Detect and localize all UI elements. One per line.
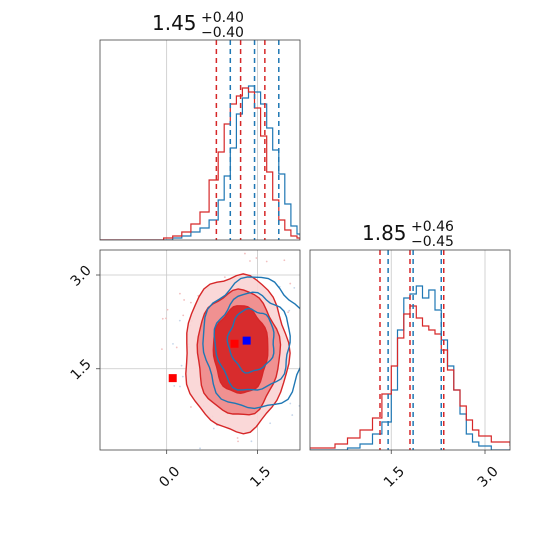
- scatter-point: [199, 447, 201, 450]
- scatter-point: [255, 257, 258, 259]
- red-histogram-line: [310, 305, 510, 449]
- panel-joint-contour: 0.0 1.5 1.5 3.0: [68, 242, 323, 491]
- blue-contours: [202, 276, 300, 410]
- scatter-point: [236, 437, 239, 439]
- scatter-point: [250, 440, 253, 443]
- truth-markers: [168, 336, 251, 383]
- panel-title-value: 1.45: [152, 11, 197, 35]
- scatter-point: [161, 317, 164, 320]
- scatter-point: [305, 345, 307, 347]
- quantile-lines: [215, 40, 280, 240]
- scatter-point: [237, 440, 239, 443]
- scatter-point: [293, 287, 296, 289]
- scatter-point: [301, 374, 303, 376]
- scatter-point: [165, 317, 167, 320]
- blue-histogram-line: [100, 85, 300, 240]
- scatter-point: [180, 364, 183, 367]
- scatter-point: [173, 385, 176, 387]
- panel-marginal-y: 1.85 +0.46 −0.45 1.5 3.0: [309, 219, 511, 491]
- panel-title-value: 1.85: [362, 221, 407, 245]
- y-tick-labels: 1.5 3.0: [68, 263, 100, 383]
- x-tick-label: 1.5: [381, 464, 408, 491]
- scatter-point: [313, 292, 315, 294]
- scatter-point: [303, 335, 305, 337]
- scatter-point: [288, 309, 291, 312]
- scatter-point: [172, 342, 174, 345]
- scatter-point: [166, 308, 169, 311]
- red-contours: [185, 273, 291, 435]
- grid: [166, 40, 258, 240]
- blue-contour: [226, 307, 275, 374]
- scatter-point: [212, 427, 215, 430]
- panel-title-minus: −0.40: [201, 25, 244, 41]
- y-tick-label: 1.5: [68, 356, 95, 383]
- scatter-point: [178, 319, 181, 322]
- scatter-point: [289, 402, 292, 405]
- axis-frame: [99, 39, 301, 241]
- truth-marker: [242, 336, 251, 345]
- scatter-point: [189, 301, 192, 304]
- x-tick-labels: 0.0 1.5: [156, 450, 274, 491]
- scatter-point: [287, 311, 290, 314]
- scatter-point: [289, 282, 292, 285]
- scatter-point: [321, 373, 323, 375]
- x-tick-labels: 1.5 3.0: [381, 450, 502, 491]
- blue-contour: [202, 276, 300, 410]
- scatter-point: [227, 452, 229, 454]
- panel-title-plus: +0.40: [201, 10, 244, 26]
- blue-contour: [213, 291, 291, 391]
- scatter-point: [240, 455, 242, 457]
- scatter-point: [175, 346, 178, 349]
- scatter-point: [313, 356, 315, 358]
- y-tick-label: 3.0: [68, 263, 95, 290]
- scatter-point: [179, 292, 181, 295]
- scatter-point: [161, 348, 163, 351]
- x-tick-label: 1.5: [247, 464, 274, 491]
- quantile-lines: [379, 250, 445, 450]
- panel-title-minus: −0.45: [411, 234, 454, 250]
- scatter-point: [183, 299, 186, 301]
- x-tick-label: 3.0: [475, 464, 502, 491]
- scatter-point: [312, 294, 314, 296]
- histogram-series: [100, 85, 300, 240]
- scatter-point: [249, 260, 251, 262]
- scatter-point: [242, 461, 244, 463]
- scatter-point: [319, 312, 321, 314]
- truth-marker: [168, 374, 177, 383]
- axis-frame: [99, 249, 301, 451]
- scatter-point: [248, 242, 250, 244]
- truth-marker: [230, 339, 239, 348]
- scatter-point: [181, 375, 184, 378]
- axis-frame: [309, 249, 511, 451]
- scatter-point: [314, 355, 316, 357]
- panel-marginal-x: 1.45 +0.40 −0.40: [99, 10, 301, 241]
- panel-title-plus: +0.46: [411, 219, 454, 235]
- scatter-point: [317, 343, 319, 345]
- scatter-point: [265, 260, 268, 263]
- scatter-point: [223, 276, 226, 279]
- scatter-point: [269, 422, 272, 425]
- scatter-point: [307, 358, 309, 360]
- scatter-point: [179, 385, 181, 388]
- scatter-point: [190, 406, 192, 408]
- red-histogram-line: [100, 87, 300, 240]
- x-tick-label: 0.0: [156, 464, 183, 491]
- scatter-point: [307, 374, 309, 376]
- scatter-point: [291, 414, 294, 416]
- scatter-point: [182, 314, 185, 317]
- histogram-series: [310, 285, 510, 450]
- blue-histogram-line: [310, 285, 510, 450]
- scatter-point: [244, 252, 246, 255]
- scatter-point: [302, 319, 304, 321]
- scatter-point: [283, 259, 286, 262]
